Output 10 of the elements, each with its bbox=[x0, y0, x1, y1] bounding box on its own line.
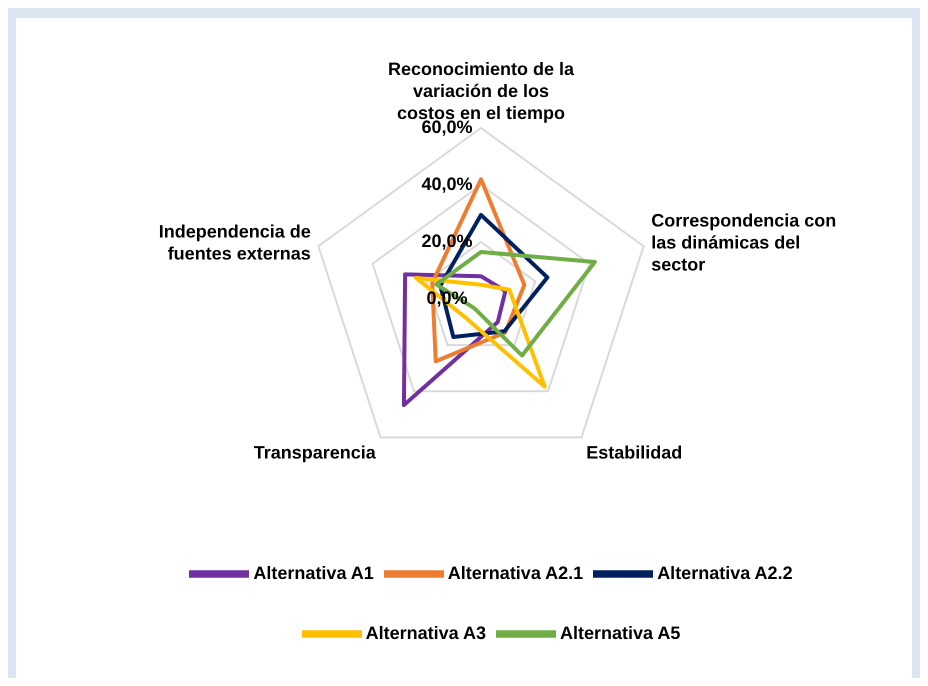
legend-label: Alternativa A2.1 bbox=[448, 562, 584, 583]
legend-label: Alternativa A5 bbox=[560, 622, 680, 643]
legend-label: Alternativa A3 bbox=[366, 622, 486, 643]
spoke-label: Independencia de fuentes externas bbox=[158, 221, 311, 264]
spoke-label: Estabilidad bbox=[586, 442, 682, 463]
spoke-label: Transparencia bbox=[254, 442, 377, 463]
legend-label: Alternativa A2.2 bbox=[657, 562, 793, 583]
legend-label: Alternativa A1 bbox=[253, 562, 374, 583]
spoke-label: Correspondencia con las dinámicas del sector bbox=[651, 210, 836, 274]
y-tick-label: 40,0% bbox=[421, 174, 473, 194]
